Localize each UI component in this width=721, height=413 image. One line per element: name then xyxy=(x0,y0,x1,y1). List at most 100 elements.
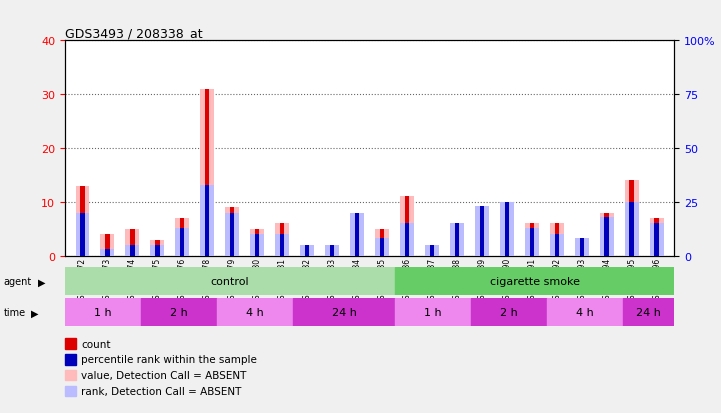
Bar xyxy=(529,228,534,256)
Bar xyxy=(475,208,489,256)
Bar xyxy=(479,208,484,256)
Bar xyxy=(575,239,588,256)
Bar xyxy=(250,235,264,256)
Bar xyxy=(275,235,289,256)
Bar xyxy=(505,202,509,256)
Bar xyxy=(65,354,76,365)
Text: 1 h: 1 h xyxy=(424,307,442,317)
Bar xyxy=(105,235,110,256)
Bar xyxy=(275,224,289,256)
Bar xyxy=(629,202,634,256)
Bar xyxy=(600,217,614,256)
Bar xyxy=(305,245,309,256)
Text: rank, Detection Call = ABSENT: rank, Detection Call = ABSENT xyxy=(81,386,242,396)
Text: ▶: ▶ xyxy=(37,277,45,287)
Text: 4 h: 4 h xyxy=(247,307,264,317)
Bar xyxy=(604,213,609,256)
Bar xyxy=(650,218,663,256)
Bar xyxy=(455,224,459,256)
Bar xyxy=(175,228,189,256)
Bar xyxy=(255,235,260,256)
Bar xyxy=(629,181,634,256)
Bar xyxy=(550,224,564,256)
Bar xyxy=(547,298,624,326)
Bar xyxy=(355,224,359,256)
Bar xyxy=(226,213,239,256)
Bar xyxy=(155,245,159,256)
Bar xyxy=(355,213,359,256)
Text: 2 h: 2 h xyxy=(500,307,518,317)
Bar xyxy=(604,217,609,256)
Bar xyxy=(329,245,335,256)
Bar xyxy=(151,240,164,256)
Bar xyxy=(450,224,464,256)
Bar xyxy=(217,298,293,326)
Bar xyxy=(230,213,234,256)
Bar xyxy=(255,229,260,256)
Bar xyxy=(500,202,513,256)
Bar xyxy=(404,224,410,256)
Bar xyxy=(430,245,434,256)
Text: value, Detection Call = ABSENT: value, Detection Call = ABSENT xyxy=(81,370,247,380)
Bar xyxy=(529,224,534,256)
Bar xyxy=(505,202,509,256)
Bar xyxy=(554,224,559,256)
Bar xyxy=(226,208,239,256)
Bar xyxy=(375,229,389,256)
Bar xyxy=(380,229,384,256)
Bar xyxy=(471,298,547,326)
Bar xyxy=(305,245,309,256)
Bar xyxy=(125,229,139,256)
Text: agent: agent xyxy=(4,277,32,287)
Bar xyxy=(400,224,414,256)
Bar xyxy=(550,235,564,256)
Text: ▶: ▶ xyxy=(31,308,38,318)
Bar xyxy=(450,224,464,256)
Text: 4 h: 4 h xyxy=(576,307,594,317)
Bar xyxy=(175,218,189,256)
Bar xyxy=(293,298,395,326)
Bar xyxy=(280,224,284,256)
Bar xyxy=(655,224,659,256)
Bar xyxy=(425,245,439,256)
Bar xyxy=(100,235,114,256)
Bar xyxy=(205,90,210,256)
Bar xyxy=(380,239,384,256)
Text: 2 h: 2 h xyxy=(170,307,188,317)
Bar xyxy=(280,235,284,256)
Bar xyxy=(350,224,364,256)
Text: GDS3493 / 208338_at: GDS3493 / 208338_at xyxy=(65,27,203,40)
Bar xyxy=(395,298,471,326)
Bar xyxy=(76,213,89,256)
Text: 24 h: 24 h xyxy=(332,307,357,317)
Text: count: count xyxy=(81,339,111,349)
Bar xyxy=(580,240,584,256)
Bar xyxy=(400,197,414,256)
Text: control: control xyxy=(211,276,249,286)
Text: time: time xyxy=(4,308,26,318)
Bar xyxy=(475,206,489,256)
Bar xyxy=(554,235,559,256)
Bar xyxy=(130,245,135,256)
Text: percentile rank within the sample: percentile rank within the sample xyxy=(81,354,257,365)
Bar xyxy=(625,202,639,256)
Bar xyxy=(325,245,339,256)
Bar xyxy=(180,228,185,256)
Bar xyxy=(155,240,159,256)
Text: 24 h: 24 h xyxy=(637,307,661,317)
Bar xyxy=(200,90,214,256)
Bar xyxy=(650,224,663,256)
Bar xyxy=(65,267,395,295)
Bar xyxy=(404,197,410,256)
Bar xyxy=(624,298,674,326)
Bar xyxy=(425,245,439,256)
Bar xyxy=(300,245,314,256)
Bar xyxy=(130,229,135,256)
Bar xyxy=(500,202,513,256)
Bar xyxy=(350,213,364,256)
Bar xyxy=(329,245,335,256)
Bar xyxy=(575,240,588,256)
Bar xyxy=(300,245,314,256)
Bar xyxy=(395,267,674,295)
Bar xyxy=(455,224,459,256)
